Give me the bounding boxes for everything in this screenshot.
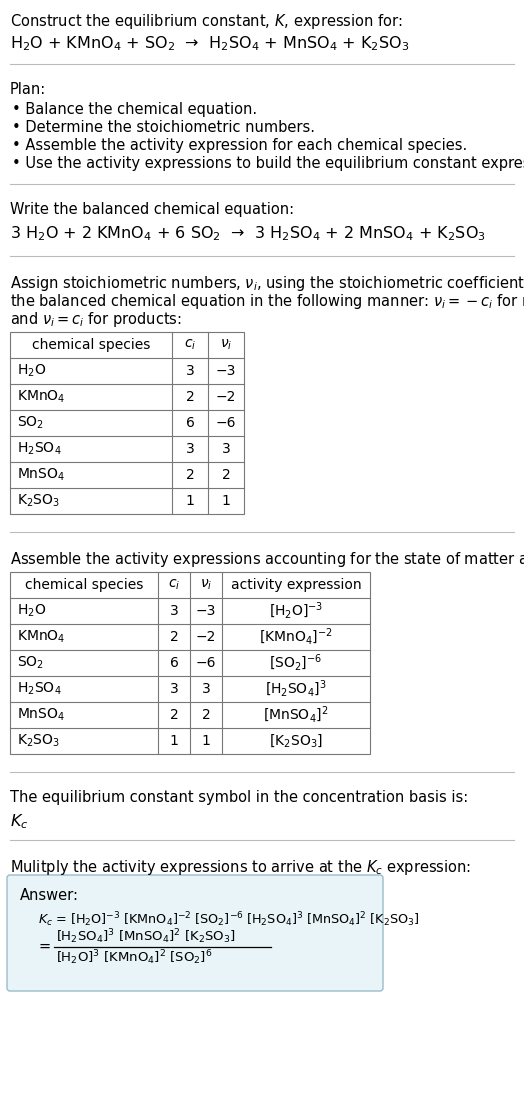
Text: [H$_2$SO$_4$]$^3$: [H$_2$SO$_4$]$^3$	[265, 678, 327, 699]
Text: The equilibrium constant symbol in the concentration basis is:: The equilibrium constant symbol in the c…	[10, 790, 468, 806]
Text: 1: 1	[222, 494, 231, 508]
Text: [MnSO$_4$]$^2$: [MnSO$_4$]$^2$	[263, 705, 329, 725]
Text: Assemble the activity expressions accounting for the state of matter and $\nu_i$: Assemble the activity expressions accoun…	[10, 550, 524, 569]
Text: $c_i$: $c_i$	[168, 578, 180, 592]
Text: $K_c$: $K_c$	[10, 812, 28, 831]
Text: H$_2$O + KMnO$_4$ + SO$_2$  →  H$_2$SO$_4$ + MnSO$_4$ + K$_2$SO$_3$: H$_2$O + KMnO$_4$ + SO$_2$ → H$_2$SO$_4$…	[10, 34, 410, 53]
Text: [H$_2$O]$^{-3}$: [H$_2$O]$^{-3}$	[269, 601, 323, 621]
Text: −3: −3	[196, 604, 216, 618]
Text: 3: 3	[185, 442, 194, 456]
Text: • Determine the stoichiometric numbers.: • Determine the stoichiometric numbers.	[12, 120, 315, 135]
Text: 2: 2	[185, 390, 194, 404]
Text: 2: 2	[222, 469, 231, 482]
Text: −6: −6	[216, 415, 236, 430]
Text: [K$_2$SO$_3$]: [K$_2$SO$_3$]	[269, 733, 323, 749]
Text: 3: 3	[185, 364, 194, 378]
Text: chemical species: chemical species	[32, 338, 150, 352]
Text: [H$_2$SO$_4$]$^3$ [MnSO$_4$]$^2$ [K$_2$SO$_3$]: [H$_2$SO$_4$]$^3$ [MnSO$_4$]$^2$ [K$_2$S…	[56, 928, 236, 946]
Text: SO$_2$: SO$_2$	[17, 655, 44, 671]
Text: 3: 3	[202, 682, 210, 696]
Text: activity expression: activity expression	[231, 578, 362, 592]
Text: [H$_2$O]$^3$ [KMnO$_4$]$^2$ [SO$_2$]$^6$: [H$_2$O]$^3$ [KMnO$_4$]$^2$ [SO$_2$]$^6$	[56, 949, 213, 967]
Text: and $\nu_i = c_i$ for products:: and $\nu_i = c_i$ for products:	[10, 311, 182, 329]
Text: 3 H$_2$O + 2 KMnO$_4$ + 6 SO$_2$  →  3 H$_2$SO$_4$ + 2 MnSO$_4$ + K$_2$SO$_3$: 3 H$_2$O + 2 KMnO$_4$ + 6 SO$_2$ → 3 H$_…	[10, 224, 486, 243]
Text: • Balance the chemical equation.: • Balance the chemical equation.	[12, 102, 257, 117]
Text: 1: 1	[202, 734, 211, 748]
Text: $\nu_i$: $\nu_i$	[200, 578, 212, 592]
Text: K$_2$SO$_3$: K$_2$SO$_3$	[17, 733, 60, 749]
Text: 2: 2	[170, 630, 178, 644]
Text: H$_2$SO$_4$: H$_2$SO$_4$	[17, 681, 62, 697]
Text: Assign stoichiometric numbers, $\nu_i$, using the stoichiometric coefficients, $: Assign stoichiometric numbers, $\nu_i$, …	[10, 274, 524, 293]
Text: Answer:: Answer:	[20, 888, 79, 903]
Text: 3: 3	[170, 604, 178, 618]
Text: H$_2$O: H$_2$O	[17, 603, 46, 619]
Text: $K_c$ = [H$_2$O]$^{-3}$ [KMnO$_4$]$^{-2}$ [SO$_2$]$^{-6}$ [H$_2$SO$_4$]$^3$ [MnS: $K_c$ = [H$_2$O]$^{-3}$ [KMnO$_4$]$^{-2}…	[38, 911, 420, 928]
Text: 2: 2	[185, 469, 194, 482]
Text: [KMnO$_4$]$^{-2}$: [KMnO$_4$]$^{-2}$	[259, 627, 333, 648]
Text: −2: −2	[216, 390, 236, 404]
FancyBboxPatch shape	[7, 875, 383, 991]
Text: 3: 3	[170, 682, 178, 696]
Text: 1: 1	[170, 734, 179, 748]
Text: MnSO$_4$: MnSO$_4$	[17, 707, 65, 723]
Text: 2: 2	[202, 708, 210, 722]
Text: $c_i$: $c_i$	[184, 338, 196, 352]
Text: 3: 3	[222, 442, 231, 456]
Text: • Use the activity expressions to build the equilibrium constant expression.: • Use the activity expressions to build …	[12, 156, 524, 171]
Text: K$_2$SO$_3$: K$_2$SO$_3$	[17, 493, 60, 509]
Text: 6: 6	[170, 656, 179, 670]
Text: KMnO$_4$: KMnO$_4$	[17, 629, 66, 645]
Text: MnSO$_4$: MnSO$_4$	[17, 466, 65, 483]
Text: SO$_2$: SO$_2$	[17, 414, 44, 431]
Text: Plan:: Plan:	[10, 82, 46, 97]
Bar	[10, 332, 244, 514]
Text: Mulitply the activity expressions to arrive at the $K_c$ expression:: Mulitply the activity expressions to arr…	[10, 857, 471, 877]
Text: 2: 2	[170, 708, 178, 722]
Text: chemical species: chemical species	[25, 578, 143, 592]
Text: Write the balanced chemical equation:: Write the balanced chemical equation:	[10, 202, 294, 217]
Text: the balanced chemical equation in the following manner: $\nu_i = -c_i$ for react: the balanced chemical equation in the fo…	[10, 292, 524, 311]
Text: 1: 1	[185, 494, 194, 508]
Text: • Assemble the activity expression for each chemical species.: • Assemble the activity expression for e…	[12, 138, 467, 152]
Text: −6: −6	[196, 656, 216, 670]
Text: [SO$_2$]$^{-6}$: [SO$_2$]$^{-6}$	[269, 653, 323, 673]
Text: 6: 6	[185, 415, 194, 430]
Text: −3: −3	[216, 364, 236, 378]
Text: −2: −2	[196, 630, 216, 644]
Bar	[10, 572, 370, 754]
Text: =: =	[38, 938, 50, 954]
Text: KMnO$_4$: KMnO$_4$	[17, 389, 66, 406]
Text: Construct the equilibrium constant, $K$, expression for:: Construct the equilibrium constant, $K$,…	[10, 12, 402, 31]
Text: H$_2$SO$_4$: H$_2$SO$_4$	[17, 441, 62, 457]
Text: H$_2$O: H$_2$O	[17, 362, 46, 379]
Text: $\nu_i$: $\nu_i$	[220, 338, 232, 352]
